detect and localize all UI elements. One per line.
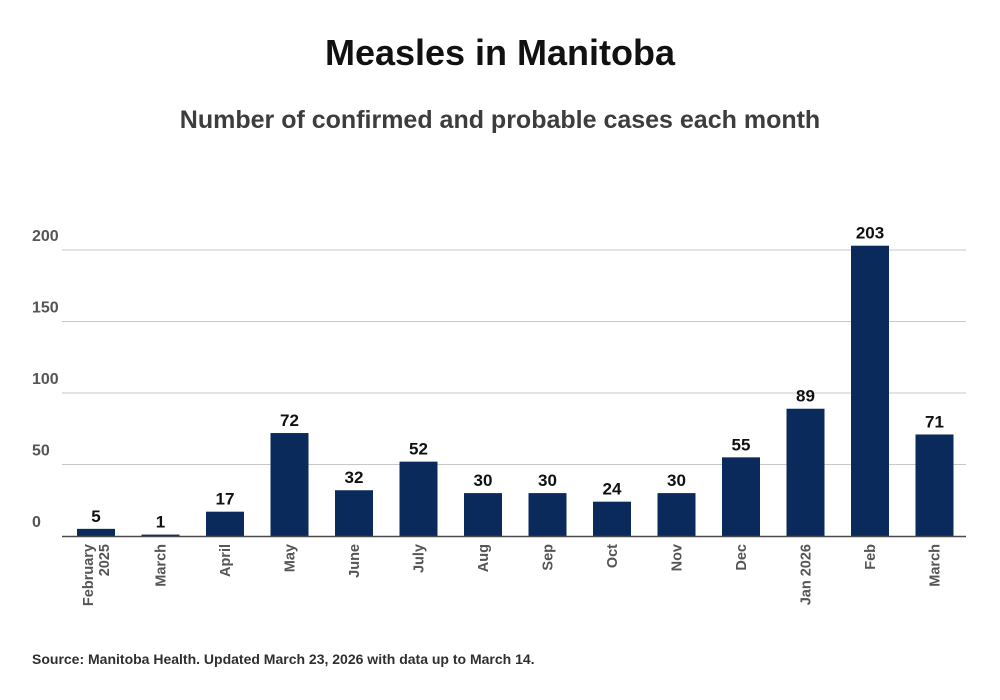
bar <box>399 461 438 536</box>
x-tick-line: April <box>218 544 234 577</box>
x-tick-label: Dec <box>734 544 750 571</box>
data-label: 71 <box>925 412 944 431</box>
data-label: 5 <box>91 507 100 526</box>
x-tick-line: February <box>81 544 97 606</box>
x-tick-label: May <box>283 544 299 572</box>
x-tick-line: Aug <box>476 544 492 572</box>
x-tick-line: June <box>347 544 363 578</box>
bar <box>915 434 954 536</box>
bar-chart: 0 50 100 150 200 5 1 17 72 32 52 30 30 24 30 55 89 203 71… <box>32 224 966 606</box>
data-label: 24 <box>603 480 622 499</box>
x-tick-label: Oct <box>605 544 621 568</box>
y-tick-label: 0 <box>32 514 41 531</box>
x-axis-ticks: February 2025 March April May June July Aug Sep O… <box>81 544 944 606</box>
bar <box>657 493 696 536</box>
x-tick-label: March <box>154 544 170 587</box>
x-tick-line: May <box>283 544 299 572</box>
bar <box>206 511 244 536</box>
x-tick-line: 2025 <box>97 544 113 576</box>
y-tick-label: 150 <box>32 300 59 317</box>
x-tick-line: March <box>928 544 944 587</box>
bar <box>722 457 760 536</box>
data-label: 52 <box>409 440 428 459</box>
x-tick-label: July <box>412 544 428 573</box>
bar <box>593 501 631 536</box>
data-label: 55 <box>732 435 751 454</box>
data-label: 89 <box>796 387 815 406</box>
x-tick-label: Nov <box>670 544 686 571</box>
y-tick-label: 50 <box>32 443 50 460</box>
x-tick-line: March <box>154 544 170 587</box>
bar <box>270 433 309 536</box>
x-tick-line: Nov <box>670 544 686 571</box>
data-labels: 5 1 17 72 32 52 30 30 24 30 55 89 203 71 <box>91 224 944 532</box>
x-tick-label: Aug <box>476 544 492 572</box>
x-tick-label: Feb <box>863 544 879 570</box>
x-tick-line: Oct <box>605 544 621 568</box>
x-tick-label: June <box>347 544 363 578</box>
bar <box>528 493 567 536</box>
bar <box>786 408 825 536</box>
x-tick-label: Jan 2026 <box>799 544 815 605</box>
x-tick-label: March <box>928 544 944 587</box>
data-label: 72 <box>280 411 299 430</box>
chart-subtitle: Number of confirmed and probable cases e… <box>179 106 821 134</box>
x-tick-label: February 2025 <box>81 544 113 606</box>
data-label: 1 <box>156 513 165 532</box>
x-tick-label: April <box>218 544 234 577</box>
y-tick-label: 100 <box>32 371 59 388</box>
x-tick-label: Sep <box>541 544 557 571</box>
data-label: 30 <box>474 471 493 490</box>
x-tick-line: July <box>412 544 428 573</box>
bar <box>141 534 180 536</box>
bar <box>77 528 115 536</box>
data-label: 203 <box>856 224 884 243</box>
data-label: 30 <box>538 471 557 490</box>
bars <box>77 245 954 536</box>
bar <box>335 490 373 536</box>
chart-title: Measles in Manitoba <box>324 32 676 73</box>
bar <box>464 493 502 536</box>
y-tick-label: 200 <box>32 228 59 245</box>
x-tick-line: Feb <box>863 544 879 570</box>
y-axis-ticks: 0 50 100 150 200 <box>32 228 59 531</box>
data-label: 17 <box>216 490 235 509</box>
data-label: 30 <box>667 471 686 490</box>
data-label: 32 <box>345 468 364 487</box>
x-tick-line: Jan 2026 <box>799 544 815 605</box>
source-note: Source: Manitoba Health. Updated March 2… <box>32 651 535 667</box>
bar <box>851 245 889 536</box>
x-tick-line: Dec <box>734 544 750 571</box>
gridlines <box>62 249 966 465</box>
x-tick-line: Sep <box>541 544 557 571</box>
